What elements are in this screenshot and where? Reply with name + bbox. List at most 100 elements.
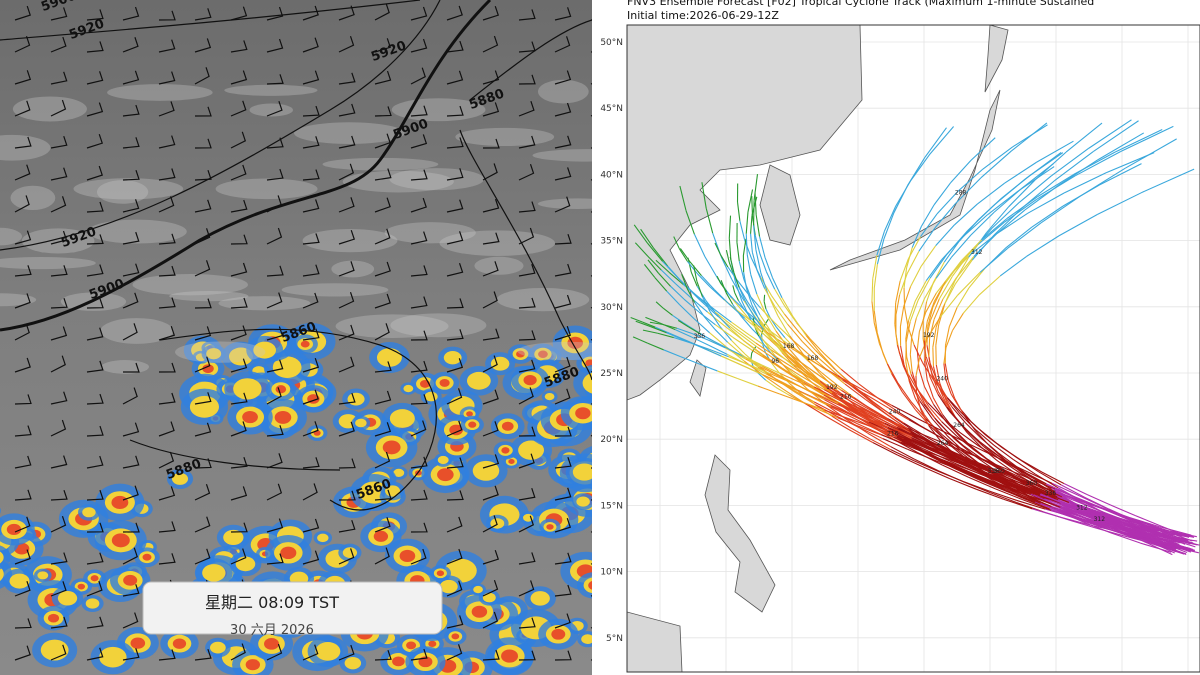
track-segment (1032, 508, 1062, 518)
barb (446, 329, 464, 341)
latitude-label: 10°N (600, 568, 623, 578)
track-segment (798, 363, 817, 381)
track-segment (757, 366, 776, 380)
track-segment (933, 459, 961, 471)
track-segment (903, 364, 912, 384)
track-segment (731, 340, 746, 355)
track-segment (880, 434, 906, 446)
track-segment (967, 205, 994, 231)
track-segment (698, 363, 718, 372)
barb (122, 612, 139, 629)
track-segment (1099, 506, 1130, 518)
track-segment (928, 406, 943, 423)
track-segment (815, 404, 833, 417)
barb (86, 102, 104, 117)
track-segment (801, 381, 825, 396)
track-segment (873, 322, 881, 344)
barb (122, 104, 140, 117)
track-segment (820, 371, 838, 386)
track-segment (948, 307, 958, 327)
cloud (609, 479, 623, 490)
track-segment (698, 311, 716, 326)
haze (87, 219, 187, 244)
cloud (603, 458, 625, 475)
track-segment (960, 239, 983, 262)
track-segment (944, 461, 971, 475)
track-segment (786, 355, 801, 370)
cloud (253, 341, 276, 359)
track-segment (778, 361, 802, 377)
barb (518, 515, 535, 533)
latitude-labels: 50°N 45°N 40°N 35°N 30°N 25°N 20°N 15°N 10°N 5°N (600, 38, 623, 644)
track-segment (978, 275, 1001, 296)
track-segment (849, 404, 869, 417)
track-segment (840, 368, 860, 385)
barb (446, 298, 464, 309)
track-segment (935, 430, 951, 446)
cloud (424, 391, 438, 402)
korea (759, 164, 801, 246)
barb (122, 323, 138, 341)
track-segment (931, 449, 955, 462)
track-segment (795, 392, 816, 406)
track-segment (831, 415, 851, 428)
barb (266, 74, 284, 85)
track-segment (955, 259, 973, 284)
track-segment (753, 315, 764, 331)
track-label: 336 (1045, 490, 1057, 497)
barb (230, 548, 247, 565)
track-segment (750, 319, 763, 339)
barb (554, 70, 572, 85)
track-segment (876, 230, 885, 256)
track-segment (784, 313, 800, 333)
track-segment (941, 237, 963, 260)
track-segment (1026, 494, 1055, 506)
track-segment (750, 233, 753, 253)
track-segment (719, 325, 732, 341)
track-segment (923, 321, 928, 341)
track-segment (813, 401, 836, 414)
barb (518, 453, 535, 469)
track-segment (753, 174, 759, 201)
track-segment (955, 177, 982, 204)
barb (194, 326, 212, 341)
barb (338, 5, 355, 21)
track-segment (800, 368, 816, 382)
track-segment (911, 384, 925, 405)
barb (482, 261, 499, 277)
barb (14, 549, 31, 565)
barb (374, 361, 392, 373)
track-segment (764, 368, 786, 380)
cloud (399, 549, 416, 563)
track-segment (714, 328, 729, 343)
barb (86, 298, 104, 309)
cloud (403, 384, 414, 393)
track-segment (903, 438, 930, 451)
track-segment (740, 316, 753, 330)
track-segment (693, 233, 706, 257)
track-segment (1063, 483, 1088, 496)
barb (14, 136, 32, 149)
track-segment (973, 233, 998, 257)
contour-5880 (459, 129, 592, 381)
barb (266, 425, 284, 437)
barb (158, 521, 176, 533)
cloud (436, 570, 445, 577)
track-segment (915, 375, 918, 394)
track-segment (911, 436, 938, 449)
track-segment (863, 392, 887, 407)
barb (50, 230, 68, 245)
track-segment (1115, 526, 1146, 540)
barb (554, 584, 572, 597)
barb (302, 421, 319, 437)
track-segment (970, 211, 995, 236)
track-segment (942, 414, 956, 431)
track-label: 240 (889, 408, 901, 415)
track-segment (693, 265, 698, 282)
track-segment (1097, 132, 1145, 161)
track-segment (918, 390, 930, 407)
barb (230, 358, 248, 373)
track-segment (779, 372, 800, 383)
haze (390, 313, 487, 338)
cloud (242, 410, 258, 424)
